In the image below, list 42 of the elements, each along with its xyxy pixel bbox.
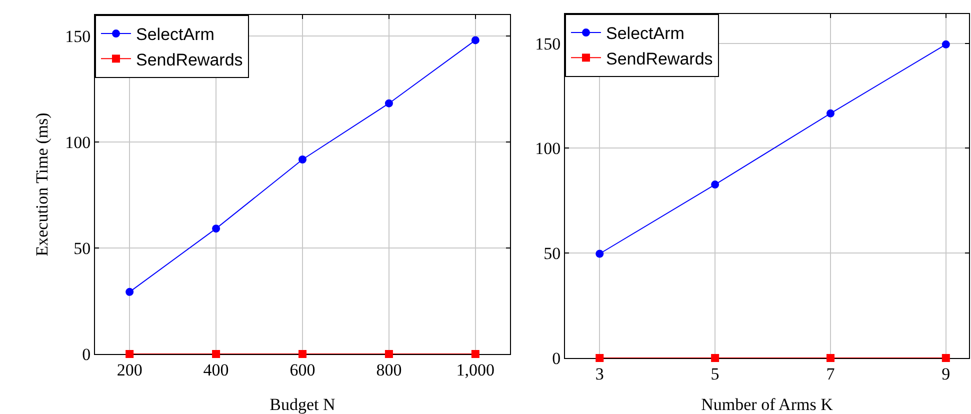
point xyxy=(384,350,393,358)
point xyxy=(942,40,950,48)
y-tick-label: 100 xyxy=(535,139,561,158)
point xyxy=(711,180,720,189)
x-axis-title: Number of Arms K xyxy=(701,395,834,414)
x-tick-label: 400 xyxy=(203,360,229,380)
legend-label: SendRewards xyxy=(606,49,713,68)
point xyxy=(942,354,950,362)
y-tick-label: 0 xyxy=(82,344,91,364)
y-tick-label: 150 xyxy=(535,34,561,54)
point xyxy=(826,354,834,362)
y-tick-label: 0 xyxy=(552,348,561,368)
y-axis-title: Execution Time (ms) xyxy=(32,112,52,256)
x-tick-label: 9 xyxy=(942,364,950,384)
y-tick-label: 50 xyxy=(544,244,561,264)
x-tick-label: 200 xyxy=(116,360,142,380)
point xyxy=(212,350,220,358)
point xyxy=(126,350,134,358)
x-tick-label: 800 xyxy=(376,360,402,380)
y-tick-label: 100 xyxy=(65,133,91,152)
x-tick-label: 1,000 xyxy=(456,360,495,380)
legend-label: SelectArm xyxy=(136,25,214,44)
legend-label: SendRewards xyxy=(136,50,243,70)
point xyxy=(596,250,604,258)
point xyxy=(126,288,134,296)
x-tick-label: 3 xyxy=(595,364,604,384)
point xyxy=(298,350,306,358)
point xyxy=(596,354,604,362)
point xyxy=(471,350,480,358)
point xyxy=(384,99,393,108)
point xyxy=(212,224,220,233)
x-tick-label: 7 xyxy=(826,364,836,384)
y-tick-label: 50 xyxy=(74,239,91,258)
x-axis-title: Budget N xyxy=(270,395,336,414)
point xyxy=(826,109,834,118)
legend-label: SelectArm xyxy=(606,24,684,44)
point xyxy=(298,156,306,164)
x-tick-label: 600 xyxy=(290,360,316,380)
x-tick-label: 5 xyxy=(710,364,720,384)
point xyxy=(471,36,480,44)
point xyxy=(711,354,720,362)
y-tick-label: 150 xyxy=(65,27,91,46)
